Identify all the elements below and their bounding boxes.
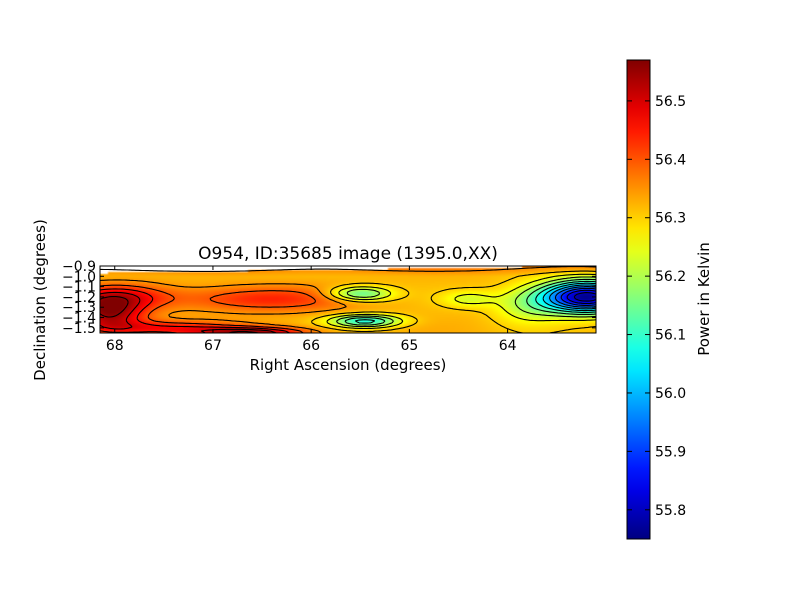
y-tick-label: −1.2 bbox=[62, 290, 96, 306]
x-tick-label: 65 bbox=[400, 338, 418, 354]
colorbar-tick-label: 55.8 bbox=[655, 503, 686, 519]
chart-title: O954, ID:35685 image (1395.0,XX) bbox=[198, 244, 498, 264]
contour-line bbox=[100, 266, 596, 333]
contour-line bbox=[100, 284, 317, 333]
x-tick-label: 66 bbox=[302, 338, 320, 354]
colorbar-ticks: 55.8 55.9 56.0 56.1 56.2 56.3 56.4 56.5 bbox=[627, 94, 686, 519]
colorbar-label: Power in Kelvin bbox=[695, 242, 713, 356]
colorbar-tick-label: 55.9 bbox=[655, 444, 686, 460]
y-tick-label: −1.5 bbox=[62, 321, 96, 337]
y-axis-ticks: −0.9−1.0−1.1−1.2−1.3−1.4−1.5 bbox=[62, 259, 596, 337]
contour-line bbox=[311, 270, 596, 333]
x-axis-label: Right Ascension (degrees) bbox=[250, 356, 447, 374]
y-tick-label: −1.1 bbox=[62, 280, 96, 296]
y-tick-label: −1.3 bbox=[62, 300, 96, 316]
plot-area: 68 67 66 65 64 −0.9−1.0−1.1−1.2−1.3−1.4−1.5 bbox=[62, 259, 597, 354]
heatmap-image bbox=[100, 266, 596, 333]
y-tick-label: −1.0 bbox=[62, 269, 96, 285]
contour-line bbox=[100, 291, 277, 333]
colorbar-tick-label: 56.3 bbox=[655, 211, 686, 227]
contour-line bbox=[560, 287, 596, 306]
colorbar-gradient bbox=[627, 60, 650, 539]
contour-line bbox=[566, 289, 596, 305]
contour-line bbox=[100, 295, 259, 333]
contour-line bbox=[344, 278, 596, 326]
colorbar-tick-label: 56.1 bbox=[655, 328, 686, 344]
x-tick-label: 67 bbox=[204, 338, 222, 354]
y-tick-label: −1.4 bbox=[62, 311, 96, 327]
contour-line bbox=[549, 284, 596, 310]
contour-lines bbox=[100, 266, 596, 333]
colorbar-frame bbox=[626, 59, 651, 540]
colorbar-tick-label: 56.5 bbox=[655, 94, 686, 110]
colorbar-tick-label: 56.4 bbox=[655, 152, 686, 168]
colorbar-tick-label: 56.0 bbox=[655, 386, 686, 402]
contour-line bbox=[542, 282, 596, 312]
contour-line bbox=[335, 276, 596, 328]
x-tick-label: 64 bbox=[499, 338, 517, 354]
x-axis-ticks: 68 67 66 65 64 bbox=[106, 266, 517, 354]
colorbar-tick-label: 56.2 bbox=[655, 269, 686, 285]
contour-line bbox=[573, 292, 596, 302]
y-axis-label: Declination (degrees) bbox=[31, 219, 49, 381]
plot-frame bbox=[99, 265, 597, 334]
x-tick-label: 68 bbox=[106, 338, 124, 354]
contour-line bbox=[355, 280, 596, 324]
contour-line bbox=[326, 273, 596, 330]
colorbar: 55.8 55.9 56.0 56.1 56.2 56.3 56.4 56.5 Power i… bbox=[626, 59, 713, 540]
contour-line bbox=[100, 288, 290, 333]
y-tick-label: −0.9 bbox=[62, 259, 96, 275]
